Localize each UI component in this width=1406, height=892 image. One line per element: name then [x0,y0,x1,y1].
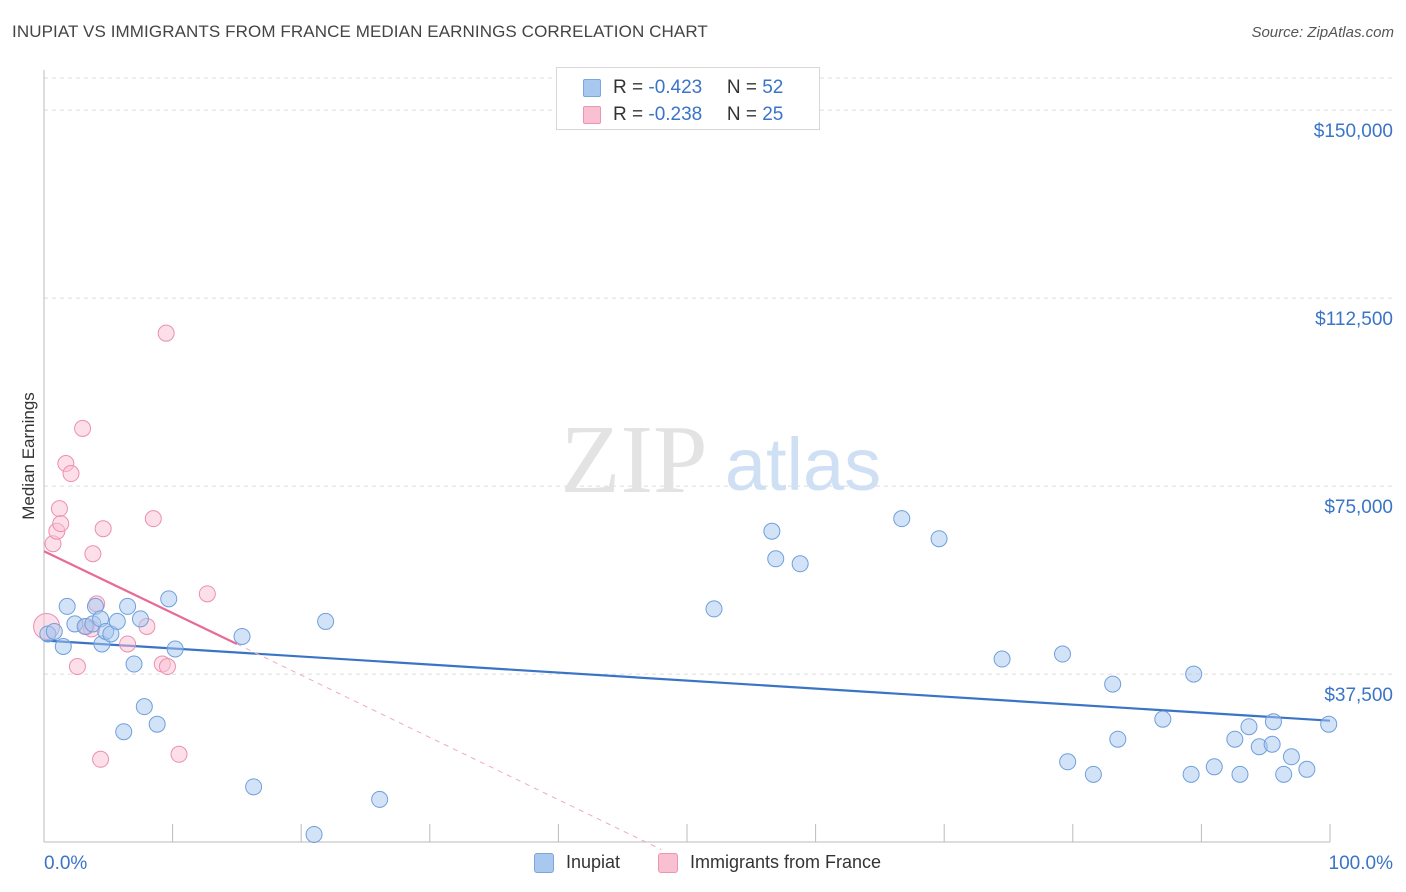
inupiat-point [1320,715,1338,733]
inupiat-point [1264,713,1282,731]
legend-swatch-france [583,106,601,124]
inupiat-point [245,778,263,796]
france-point [158,658,176,676]
inupiat-point [1059,753,1077,771]
inupiat-point [45,622,63,640]
france-point [52,515,70,533]
inupiat-point [1263,735,1281,753]
inupiat-point [148,715,166,733]
inupiat-point [1109,730,1127,748]
inupiat-point [705,600,723,618]
y-tick-labels: $37,500 $75,000 $112,500 $150,000 [1314,121,1393,706]
inupiat-point [1298,760,1316,778]
inupiat-point [131,610,149,628]
france-point [84,545,102,563]
inupiat-point [791,555,809,573]
inupiat-point [1226,730,1244,748]
inupiat-point [893,510,911,528]
legend-n-label: N = [726,77,763,98]
legend-r-label: R = [613,77,649,98]
legend-swatch-france [658,853,678,873]
inupiat-point [1275,765,1293,783]
inupiat-point [1282,748,1300,766]
inupiat-point [1104,675,1122,693]
legend-swatch-inupiat [583,79,601,97]
legend-n-label: N = [726,104,763,125]
grid-lines [44,77,1395,675]
france-point [94,520,112,538]
france-point [92,750,110,768]
y-tick-label: $37,500 [1324,685,1393,706]
inupiat-point [166,640,184,658]
legend-r-value: -0.238 [648,104,703,125]
legend-r-value: -0.423 [648,77,703,98]
inupiat-point [305,825,323,843]
inupiat-point [125,655,143,673]
france-point [157,324,175,342]
legend-swatch-inupiat [534,853,554,873]
inupiat-point [54,637,72,655]
france-point [170,745,188,763]
trend-lines [43,550,1331,850]
data-points [33,324,1338,843]
inupiat-point [1084,765,1102,783]
inupiat-point [135,698,153,716]
inupiat-point [233,627,251,645]
inupiat-point [317,612,335,630]
inupiat-point [1185,665,1203,683]
correlation-legend: R = -0.423 N = 52 R = -0.238 N = 25 [556,67,820,130]
inupiat-point [1054,645,1072,663]
chart-title: INUPIAT VS IMMIGRANTS FROM FRANCE MEDIAN… [12,22,708,41]
inupiat-point [115,723,133,741]
inupiat-point [58,597,76,615]
france-point [74,419,92,437]
y-axis-label: Median Earnings [19,392,38,520]
x-tick-label-max: 100.0% [1329,853,1394,874]
legend-n-value: 25 [762,104,784,125]
inupiat-point [1240,718,1258,736]
legend-n-value: 52 [762,77,784,98]
france-trend-extension [236,643,662,850]
series-legend: Inupiat Immigrants from France [0,852,1406,878]
france-point [119,635,137,653]
watermark-zip: ZIP [561,406,708,514]
inupiat-point [1231,765,1249,783]
france-point [198,585,216,603]
france-point [68,658,86,676]
inupiat-point [1205,758,1223,776]
france-trend-line [43,550,238,645]
y-tick-label: $75,000 [1324,497,1393,518]
inupiat-point [767,550,785,568]
x-tick-labels: 0.0% 100.0% [44,853,1393,874]
watermark: ZIP atlas [561,406,882,514]
france-point [144,510,162,528]
inupiat-trend-line [43,639,1331,722]
watermark-atlas: atlas [725,423,881,506]
inupiat-point [160,590,178,608]
axes [43,70,1331,843]
inupiat-point [993,650,1011,668]
inupiat-point [1154,710,1172,728]
inupiat-point [119,597,137,615]
y-tick-label: $112,500 [1315,309,1393,330]
inupiat-point [371,790,389,808]
inupiat-point [1182,765,1200,783]
source-label: Source: ZipAtlas.com [1251,24,1394,41]
france-point [50,500,68,518]
legend-label-inupiat: Inupiat [566,852,621,872]
legend-r-label: R = [613,104,649,125]
inupiat-point [930,530,948,548]
legend-label-france: Immigrants from France [690,852,882,872]
france-point [62,465,80,483]
inupiat-point [108,612,126,630]
x-tick-label-min: 0.0% [44,853,87,874]
inupiat-point [763,522,781,540]
y-tick-label: $150,000 [1314,121,1393,142]
